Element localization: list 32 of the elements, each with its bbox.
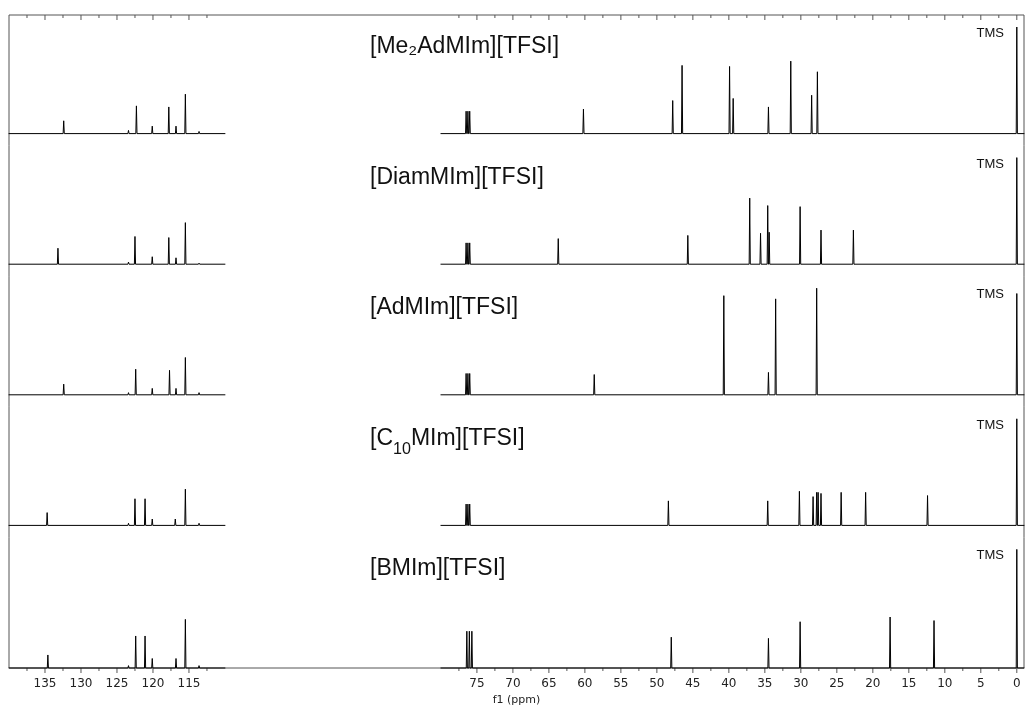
x-tick-label: 35 [757,676,773,690]
x-axis-title: f1 (ppm) [492,693,541,706]
x-tick-label: 115 [177,676,201,690]
x-tick-label: 50 [649,676,665,690]
annotation: TMS [976,416,1005,432]
x-tick-label: 15 [901,676,917,690]
annotation: TMS [976,25,1005,40]
annotation: TMS [976,547,1005,563]
x-tick-label: 40 [721,676,737,690]
chart-title: [AdMIm][TFSI] [370,293,519,320]
x-tick-label: 70 [505,676,521,690]
chart-title: [C$_{10}$MIm][TFSI] [370,423,525,457]
chart-title: [Me₂AdMIm][TFSI] [370,32,560,58]
x-tick-label: 45 [685,676,701,690]
annotation: TMS [976,155,1005,171]
x-tick-label: 25 [829,676,845,690]
x-tick-label: 120 [141,676,165,690]
x-tick-label: 30 [793,676,809,690]
x-tick-label: 10 [937,676,953,690]
x-tick-label: 60 [577,676,593,690]
annotation: TMS [976,286,1005,302]
chart-title: [BMIm][TFSI] [370,554,506,581]
x-tick-label: 55 [613,676,629,690]
x-tick-label: 20 [865,676,881,690]
x-tick-label: 125 [105,676,129,690]
x-tick-label: 130 [69,676,93,690]
x-tick-label: 75 [469,676,485,690]
x-tick-label: 135 [33,676,57,690]
x-tick-label: 65 [541,676,557,690]
x-tick-label: 0 [1012,676,1021,690]
x-tick-label: 5 [976,676,985,690]
chart-title: [DiamMIm][TFSI] [370,162,544,189]
